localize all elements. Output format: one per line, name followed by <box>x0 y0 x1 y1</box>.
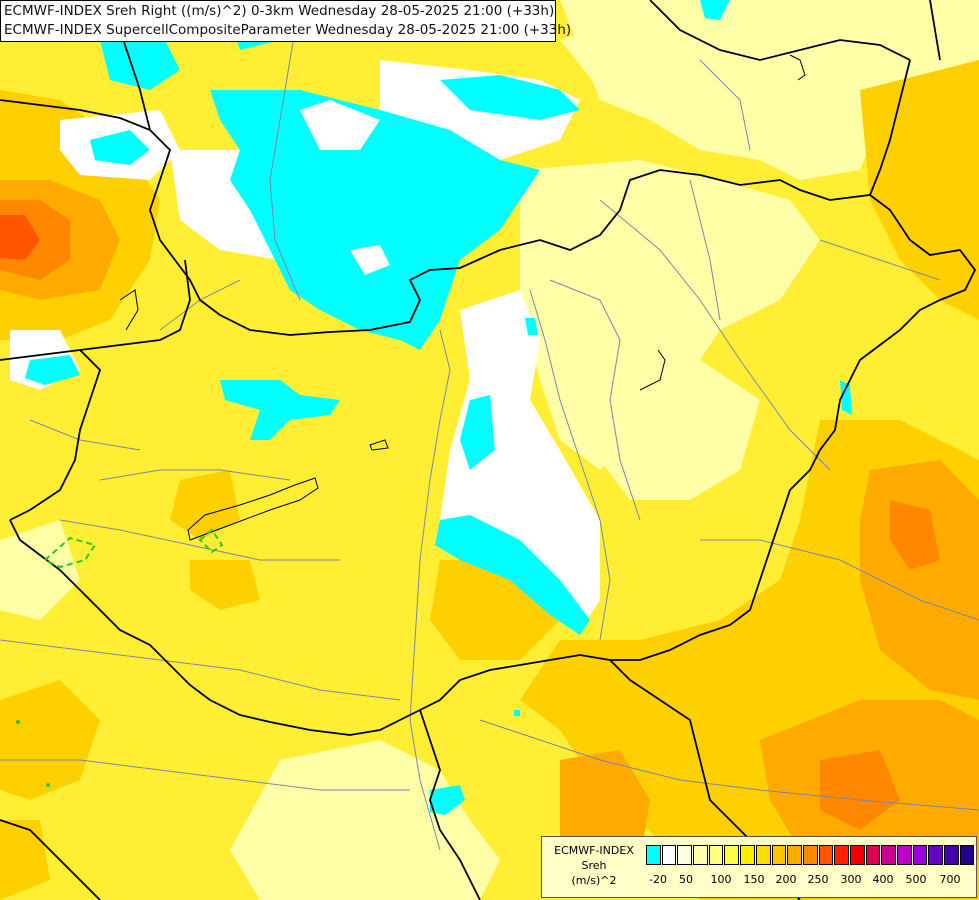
legend-swatches <box>646 845 975 865</box>
legend-ticks: -20 50 100 150 200 250 300 400 500 700 <box>646 873 970 889</box>
legend-swatch <box>849 845 865 865</box>
legend-swatch <box>661 845 677 865</box>
color-legend: ECMWF-INDEX Sreh (m/s)^2 -20 50 100 150 200 2… <box>541 836 977 898</box>
legend-swatch <box>818 845 834 865</box>
legend-tick-label: 500 <box>905 873 927 886</box>
legend-swatch <box>959 845 975 865</box>
cyan-fields <box>25 0 852 815</box>
legend-swatch <box>912 845 928 865</box>
legend-swatch <box>708 845 724 865</box>
legend-swatch <box>740 845 755 865</box>
legend-swatch <box>693 845 708 865</box>
legend-tick-label: 300 <box>840 873 862 886</box>
legend-tick-label: 100 <box>710 873 732 886</box>
legend-swatch <box>724 845 740 865</box>
legend-tick-label: -20 <box>649 873 667 886</box>
legend-source: ECMWF-INDEX <box>554 844 634 857</box>
dark-orange-fields <box>0 200 940 830</box>
legend-swatch <box>944 845 959 865</box>
lakes <box>119 54 806 541</box>
legend-swatch <box>865 845 881 865</box>
legend-swatch <box>881 845 896 865</box>
map-title-scp: ECMWF-INDEX SupercellCompositeParameter … <box>4 22 572 38</box>
legend-tick-label: 150 <box>743 873 765 886</box>
legend-tick-label: 50 <box>679 873 693 886</box>
orange-fields <box>0 180 979 880</box>
map-title-panel: ECMWF-INDEX Sreh Right ((m/s)^2) 0-3km W… <box>0 0 572 42</box>
legend-parameter: Sreh <box>581 859 607 872</box>
scp-contours <box>43 528 224 569</box>
legend-unit: (m/s)^2 <box>571 874 617 887</box>
legend-swatch <box>802 845 818 865</box>
legend-tick-label: 700 <box>939 873 961 886</box>
legend-tick-label: 200 <box>775 873 797 886</box>
map-title-sreh: ECMWF-INDEX Sreh Right ((m/s)^2) 0-3km W… <box>4 3 555 19</box>
scp-markers <box>16 720 50 787</box>
legend-swatch <box>646 845 661 865</box>
legend-tick-label: 400 <box>872 873 894 886</box>
legend-title: ECMWF-INDEX Sreh (m/s)^2 <box>546 843 642 888</box>
legend-swatch <box>787 845 802 865</box>
legend-swatch <box>677 845 693 865</box>
legend-swatch <box>928 845 944 865</box>
legend-swatch <box>834 845 849 865</box>
legend-tick-label: 250 <box>807 873 829 886</box>
legend-swatch <box>755 845 771 865</box>
legend-swatch <box>771 845 787 865</box>
legend-swatch <box>897 845 912 865</box>
